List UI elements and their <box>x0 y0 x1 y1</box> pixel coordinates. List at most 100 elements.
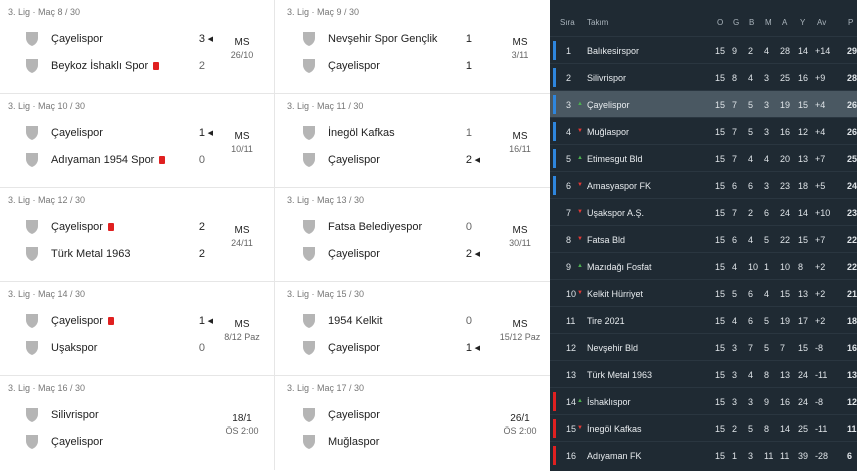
round-label: 3. Lig · Maç 10 / 30 <box>8 101 86 111</box>
standings-row[interactable]: 1 Balıkesirspor 15 9 2 4 28 14 +14 29 <box>550 36 857 63</box>
header-team: Takım <box>587 18 609 27</box>
standings-row[interactable]: 6 ▼ Amasyaspor FK 15 6 6 3 23 18 +5 24 <box>550 171 857 198</box>
standings-row[interactable]: 9 ▲ Mazıdağı Fosfat 15 4 10 1 10 8 +2 22 <box>550 252 857 279</box>
zone-indicator <box>553 95 556 114</box>
stat-a: 13 <box>780 370 791 380</box>
stat-av: +2 <box>815 316 826 326</box>
match-card[interactable]: 3. Lig · Maç 9 / 30 Nevşehir Spor Gençlik… <box>285 0 550 94</box>
match-status: MS <box>234 225 250 236</box>
match-card[interactable]: 3. Lig · Maç 16 / 30 Silivrispor Çayelispo… <box>0 376 275 470</box>
stat-o: 15 <box>715 424 726 434</box>
round-label: 3. Lig · Maç 16 / 30 <box>8 383 86 393</box>
red-card-icon <box>107 317 114 325</box>
team-name: Uşakspor A.Ş. <box>587 208 645 218</box>
stat-y: 39 <box>798 451 809 461</box>
match-result: 18/1 ÖS 2:00 <box>212 413 272 437</box>
stat-p: 24 <box>847 181 857 191</box>
standings-row[interactable]: 11 Tire 2021 15 4 6 5 19 17 +2 18 <box>550 306 857 333</box>
team-name: Kelkit Hürriyet <box>587 289 644 299</box>
stat-g: 6 <box>732 181 738 191</box>
stat-a: 7 <box>780 343 786 353</box>
home-team-name: Çayelispor <box>328 409 380 421</box>
stat-a: 16 <box>780 127 791 137</box>
stat-a: 25 <box>780 73 791 83</box>
match-card[interactable]: 3. Lig · Maç 14 / 30 Çayelispor 1 ◀ Uşakspor… <box>0 282 275 376</box>
standings-row[interactable]: 15 ▼ İnegöl Kafkas 15 2 5 8 14 25 -11 11 <box>550 414 857 441</box>
away-score: 2 <box>198 60 205 72</box>
match-card[interactable]: 3. Lig · Maç 15 / 30 1954 Kelkit 0 Çayelisp… <box>285 282 550 376</box>
stat-m: 5 <box>764 235 770 245</box>
stat-a: 11 <box>780 451 790 461</box>
stat-o: 15 <box>715 316 726 326</box>
stat-y: 14 <box>798 208 809 218</box>
header-drawn: B <box>749 18 755 27</box>
standings-row[interactable]: 14 ▲ İshaklıspor 15 3 3 9 16 24 -8 12 <box>550 387 857 414</box>
match-card[interactable]: 3. Lig · Maç 11 / 30 İnegöl Kafkas 1 Çayeli… <box>285 94 550 188</box>
standings-row[interactable]: 12 Nevşehir Bld 15 3 7 5 7 15 -8 16 <box>550 333 857 360</box>
stat-av: +14 <box>815 46 831 56</box>
standings-row[interactable]: 13 Türk Metal 1963 15 3 4 8 13 24 -11 13 <box>550 360 857 387</box>
standings-row[interactable]: 7 ▼ Uşakspor A.Ş. 15 7 2 6 24 14 +10 23 <box>550 198 857 225</box>
away-team-row: Adıyaman 1954 Spor 0 <box>25 149 205 171</box>
match-status: MS <box>234 37 250 48</box>
team-crest-icon <box>302 407 316 423</box>
team-crest-icon <box>25 407 39 423</box>
match-date: 16/11 <box>509 144 531 154</box>
standings-row[interactable]: 4 ▼ Muğlaspor 15 7 5 3 16 12 +4 26 <box>550 117 857 144</box>
home-team-name: Çayelispor <box>51 127 103 139</box>
rank: 1 <box>566 46 572 56</box>
round-label: 3. Lig · Maç 8 / 30 <box>8 7 81 17</box>
standings-row[interactable]: 8 ▼ Fatsa Bld 15 6 4 5 22 15 +7 22 <box>550 225 857 252</box>
match-block: 3. Lig · Maç 10 / 30 Çayelispor 1 ◀ Adıyaman… <box>0 94 550 188</box>
stat-b: 5 <box>748 424 754 434</box>
stat-o: 15 <box>715 127 726 137</box>
stat-b: 3 <box>748 451 754 461</box>
standings-row[interactable]: 10 ▼ Kelkit Hürriyet 15 5 6 4 15 13 +2 21 <box>550 279 857 306</box>
team-crest-icon <box>25 434 39 450</box>
team-name: Mazıdağı Fosfat <box>587 262 652 272</box>
stat-a: 23 <box>780 181 791 191</box>
match-result: MS 26/10 <box>212 37 272 61</box>
standings-row[interactable]: 5 ▲ Etimesgut Bld 15 7 4 4 20 13 +7 25 <box>550 144 857 171</box>
stat-a: 14 <box>780 424 791 434</box>
standings-table: Sıra Takım O G B M A Y Av P 1 Balıkesirsp… <box>550 0 857 471</box>
team-crest-icon <box>25 313 39 329</box>
match-card[interactable]: 3. Lig · Maç 13 / 30 Fatsa Belediyespor 0 Ç… <box>285 188 550 282</box>
match-card[interactable]: 3. Lig · Maç 12 / 30 Çayelispor 2 Türk Meta… <box>0 188 275 282</box>
stat-g: 8 <box>732 73 738 83</box>
match-card[interactable]: 3. Lig · Maç 8 / 30 Çayelispor 3 ◀ Beykoz İs… <box>0 0 275 94</box>
stat-av: +2 <box>815 262 826 272</box>
away-score: 0 <box>198 342 205 354</box>
standings-row[interactable]: 2 Silivrispor 15 8 4 3 25 16 +9 28 <box>550 63 857 90</box>
away-team-name: Çayelispor <box>51 436 103 448</box>
stat-b: 10 <box>748 262 759 272</box>
match-card[interactable]: 3. Lig · Maç 17 / 30 Çayelispor Muğlaspor 2… <box>285 376 550 470</box>
away-team-row: Çayelispor 2 ◀ <box>302 149 480 171</box>
match-status: 18/1 <box>232 413 252 424</box>
standings-row[interactable]: 3 ▲ Çayelispor 15 7 5 3 19 15 +4 26 <box>550 90 857 117</box>
stat-m: 9 <box>764 397 770 407</box>
team-crest-icon <box>302 219 316 235</box>
team-name: Tire 2021 <box>587 316 625 326</box>
stat-o: 15 <box>715 46 726 56</box>
standings-header: Sıra Takım O G B M A Y Av P <box>550 0 857 36</box>
stat-m: 4 <box>764 46 770 56</box>
trend-up-icon: ▲ <box>577 263 583 269</box>
stat-a: 10 <box>780 262 791 272</box>
home-score: 0 <box>465 221 472 233</box>
stat-y: 12 <box>798 127 809 137</box>
match-date: ÖS 2:00 <box>225 426 259 436</box>
home-score: 1 <box>198 315 205 327</box>
team-crest-icon <box>25 58 39 74</box>
stat-g: 1 <box>732 451 738 461</box>
stat-av: +4 <box>815 127 826 137</box>
match-card[interactable]: 3. Lig · Maç 10 / 30 Çayelispor 1 ◀ Adıyaman… <box>0 94 275 188</box>
match-status: MS <box>234 131 250 142</box>
stat-b: 4 <box>748 154 754 164</box>
stat-o: 15 <box>715 343 726 353</box>
stat-av: +5 <box>815 181 826 191</box>
match-date: 10/11 <box>231 144 253 154</box>
standings-row[interactable]: 16 Adıyaman FK 15 1 3 11 11 39 -28 6 <box>550 441 857 468</box>
winner-arrow-icon: ◀ <box>207 36 213 43</box>
home-team-name: Çayelispor <box>51 33 103 45</box>
